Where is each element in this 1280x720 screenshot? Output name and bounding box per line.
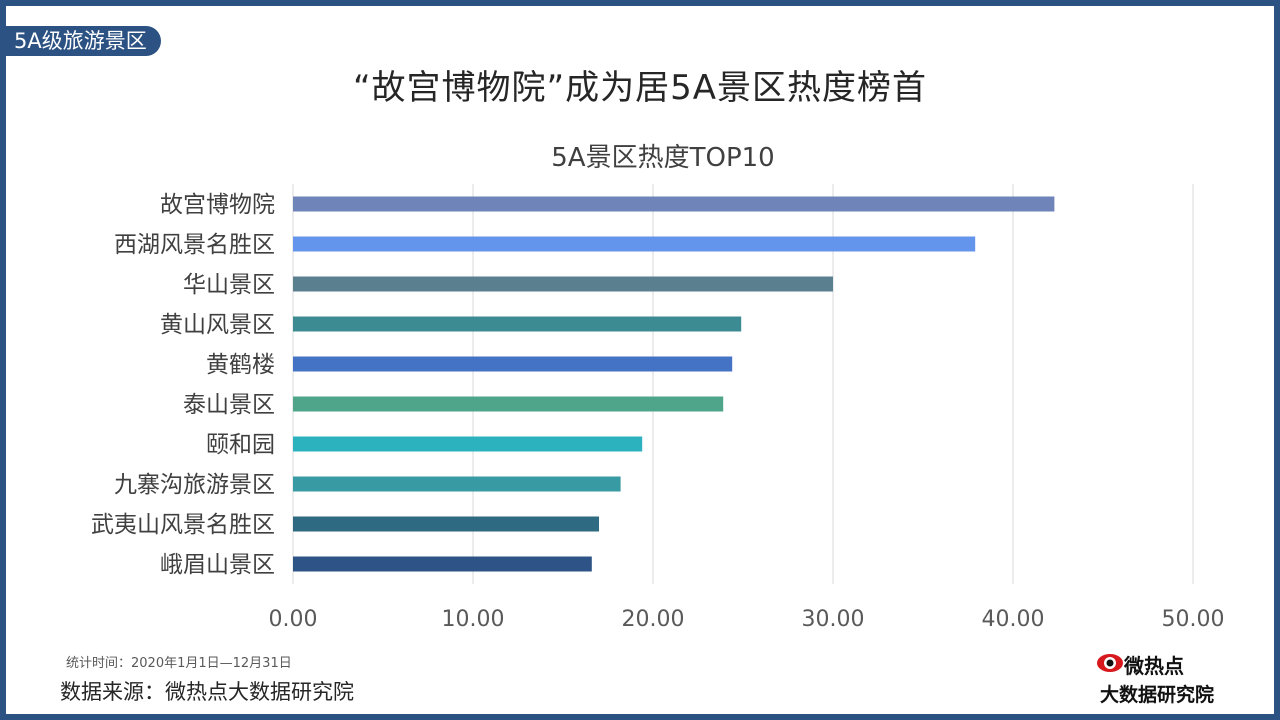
category-label: 颐和园 xyxy=(206,432,275,458)
slide: 5A级旅游景区 “故宫博物院”成为居5A景区热度榜首 5A景区热度TOP10 0.… xyxy=(6,6,1274,714)
chart-title: 5A景区热度TOP10 xyxy=(551,143,774,173)
category-label: 华山景区 xyxy=(183,272,275,298)
logo-name: 微热点 xyxy=(1124,654,1184,678)
bar xyxy=(293,556,592,572)
page-title: “故宫博物院”成为居5A景区热度榜首 xyxy=(352,68,928,108)
category-label: 黄鹤楼 xyxy=(206,352,275,378)
section-tag: 5A级旅游景区 xyxy=(6,26,161,56)
x-tick-label: 40.00 xyxy=(982,607,1045,632)
bar xyxy=(293,476,621,492)
category-label: 九寨沟旅游景区 xyxy=(114,472,275,498)
brand-logo: 微热点 大数据研究院 xyxy=(1096,648,1246,708)
category-label: 西湖风景名胜区 xyxy=(114,232,275,258)
x-tick-label: 50.00 xyxy=(1162,607,1225,632)
bar xyxy=(293,356,733,372)
bar xyxy=(293,396,724,412)
bar xyxy=(293,276,833,292)
bar xyxy=(293,316,742,332)
x-tick-label: 30.00 xyxy=(802,607,865,632)
bar xyxy=(293,196,1055,212)
x-tick-label: 10.00 xyxy=(442,607,505,632)
date-range-note: 统计时间：2020年1月1日—12月31日 xyxy=(66,656,292,671)
category-label: 故宫博物院 xyxy=(160,192,275,218)
bar xyxy=(293,236,976,252)
data-source-note: 数据来源：微热点大数据研究院 xyxy=(60,680,354,704)
x-tick-label: 0.00 xyxy=(269,607,318,632)
category-label: 黄山风景区 xyxy=(160,312,275,338)
category-label: 武夷山风景名胜区 xyxy=(91,512,275,538)
bar xyxy=(293,436,643,452)
red-eye-icon xyxy=(1097,654,1123,672)
category-label: 泰山景区 xyxy=(183,392,275,418)
x-tick-label: 20.00 xyxy=(622,607,685,632)
category-label: 峨眉山景区 xyxy=(160,552,275,578)
logo-subtitle: 大数据研究院 xyxy=(1100,684,1215,706)
bar-chart: 5A景区热度TOP10 0.00 10.00 20.00 30.00 40.00 50.00… xyxy=(91,143,1225,632)
bar xyxy=(293,516,599,532)
